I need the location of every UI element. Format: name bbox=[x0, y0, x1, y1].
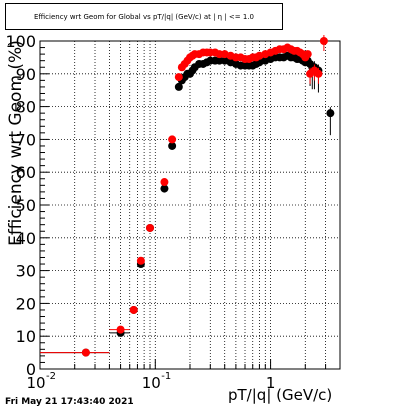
data-point bbox=[129, 305, 138, 314]
y-tick-label: 80 bbox=[16, 98, 36, 117]
y-tick-label: 50 bbox=[16, 196, 36, 215]
data-point bbox=[174, 82, 183, 91]
chart-title: Efficiency wrt Geom for Global vs pT/|q|… bbox=[33, 12, 255, 21]
x-tick-label: 1 bbox=[266, 374, 276, 392]
y-tick-label: 10 bbox=[16, 327, 36, 346]
y-tick-label: 100 bbox=[5, 32, 36, 51]
data-point bbox=[146, 223, 155, 232]
chart-title-box: Efficiency wrt Geom for Global vs pT/|q|… bbox=[5, 3, 283, 30]
y-axis-label: Efficiency wrt Geom (%) bbox=[6, 40, 26, 246]
data-point bbox=[319, 37, 328, 45]
data-point bbox=[81, 348, 90, 357]
x-tick-label: 10 bbox=[26, 374, 45, 392]
x-tick-label-exponent: -1 bbox=[161, 371, 171, 382]
data-point bbox=[116, 325, 125, 334]
x-tick-label: 10 bbox=[142, 374, 161, 392]
y-tick-label: 60 bbox=[16, 163, 36, 182]
y-tick-label: 30 bbox=[16, 262, 36, 281]
data-point bbox=[168, 141, 177, 150]
x-tick-label-exponent: -2 bbox=[46, 371, 56, 382]
data-point bbox=[303, 50, 312, 59]
y-tick-label: 40 bbox=[16, 229, 36, 248]
y-tick-label: 70 bbox=[16, 130, 36, 149]
data-point bbox=[326, 109, 335, 118]
data-point bbox=[136, 256, 145, 265]
data-point bbox=[160, 184, 169, 193]
data-point bbox=[174, 73, 183, 82]
x-axis-label: pT/|q| (GeV/c) bbox=[228, 386, 333, 404]
y-tick-label: 20 bbox=[16, 294, 36, 313]
data-point bbox=[314, 69, 323, 78]
data-point bbox=[168, 135, 177, 144]
y-tick-label: 90 bbox=[16, 65, 36, 84]
data-point bbox=[160, 178, 169, 187]
timestamp: Fri May 21 17:43:40 2021 bbox=[5, 397, 134, 407]
y-tick-label: 0 bbox=[26, 360, 36, 379]
